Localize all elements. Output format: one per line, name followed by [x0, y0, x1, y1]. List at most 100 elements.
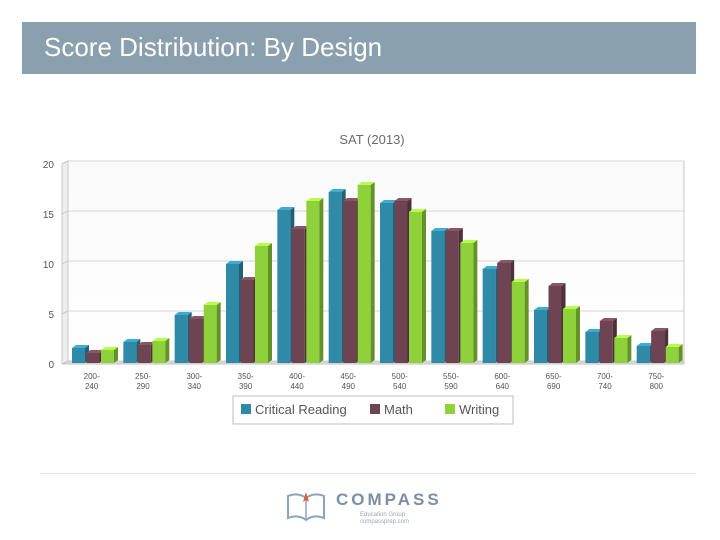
bar-side [319, 198, 324, 363]
bar-front [240, 280, 254, 363]
bar-top [101, 347, 118, 350]
bar-top [240, 277, 258, 280]
bar [189, 316, 207, 363]
bar [394, 198, 412, 363]
x-tick-label: 500- [392, 372, 408, 381]
bar [548, 283, 566, 363]
bar [482, 266, 500, 363]
bar-side [114, 347, 118, 363]
bar-front [482, 269, 496, 363]
logo-sub-line1: Education Group [360, 512, 406, 518]
legend-label: Math [384, 402, 413, 417]
bar [431, 228, 449, 363]
bar-top [563, 306, 580, 309]
bar-side [165, 338, 170, 363]
bar-top [343, 198, 361, 201]
bar-top [380, 200, 397, 203]
x-tick-label: 700- [597, 372, 613, 381]
bar-side [216, 302, 221, 363]
bar-front [460, 243, 474, 363]
bar [585, 329, 603, 363]
bar-top [306, 198, 324, 201]
bar-side [524, 279, 529, 363]
bar [665, 344, 683, 363]
x-tick-label: 400- [289, 372, 305, 381]
x-tick-label: 200- [84, 372, 100, 381]
bar-top [394, 198, 412, 201]
logo-wordmark: COMPASS [336, 490, 442, 509]
y-tick-label: 20 [43, 160, 55, 171]
bar [174, 312, 192, 363]
bar-front [123, 342, 137, 363]
x-tick-label: 750- [648, 372, 664, 381]
bar [497, 260, 515, 363]
bar [277, 207, 295, 363]
x-tick-label: 740 [598, 382, 612, 391]
bar-top [291, 226, 309, 229]
bar [614, 335, 632, 363]
bar-front [357, 185, 371, 363]
bar-front [343, 201, 357, 363]
bar-front [431, 231, 445, 363]
bar-top [174, 312, 192, 315]
bar-layer [72, 182, 683, 363]
bar-side [627, 335, 632, 363]
bar-top [636, 343, 654, 346]
bar [101, 347, 118, 363]
logo-sub-line2: compassprep.com [360, 519, 410, 525]
legend-swatch [370, 404, 380, 414]
bar-front [497, 263, 511, 363]
bar-top [534, 307, 551, 310]
legend-swatch [241, 404, 251, 414]
bar-top [72, 345, 89, 348]
bar-front [599, 321, 613, 363]
bar-top [665, 344, 683, 347]
bar-top [651, 328, 669, 331]
bar-top [123, 339, 141, 342]
gridline-side [61, 160, 69, 165]
legend: Critical Reading Math Writing [232, 395, 514, 425]
y-tick-label: 5 [48, 310, 54, 321]
chart-title: SAT (2013) [339, 132, 404, 147]
bar [636, 343, 654, 363]
bar [240, 277, 258, 363]
bar-top [585, 329, 603, 332]
x-tick-label: 550- [443, 372, 459, 381]
bar-top [431, 228, 449, 231]
x-tick-label: 390 [239, 382, 253, 391]
bar [226, 261, 243, 363]
bar-top [152, 338, 170, 341]
legend-swatch [445, 404, 455, 414]
bar-top [328, 189, 346, 192]
book-compass-icon [287, 492, 325, 522]
bar-front [380, 203, 393, 363]
gridline-side [61, 210, 69, 215]
bar-top [445, 228, 463, 231]
bar-front [534, 310, 547, 363]
bar [343, 198, 361, 363]
footer-divider [40, 473, 696, 474]
bar-front [306, 201, 320, 363]
plot-area [67, 160, 685, 365]
y-tick-label: 0 [48, 360, 54, 371]
bar-top [482, 266, 500, 269]
bar-front [328, 192, 342, 363]
bar-front [152, 341, 166, 363]
gridline-side [61, 260, 69, 265]
bar [137, 342, 155, 363]
bar [511, 279, 529, 363]
bar [72, 345, 89, 363]
bar-front [394, 201, 408, 363]
bar [445, 228, 463, 363]
bar [86, 350, 104, 363]
x-tick-label: 540 [393, 382, 407, 391]
grid-layer: 0 5 10 15 20 [43, 160, 685, 371]
x-tick-label: 250- [135, 372, 151, 381]
bar-top [189, 316, 207, 319]
logo-subtitle: Education Group compassprep.com [360, 512, 409, 526]
x-tick-label: 650- [546, 372, 562, 381]
bar-side [422, 209, 426, 363]
bar-side [473, 240, 478, 363]
gridline-side [61, 310, 69, 315]
bar-top [511, 279, 529, 282]
